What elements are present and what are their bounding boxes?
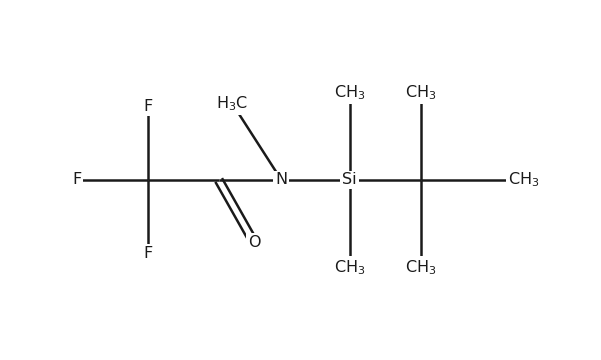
Text: CH$_3$: CH$_3$ [508, 171, 539, 189]
Text: N: N [275, 172, 287, 188]
Text: H$_3$C: H$_3$C [216, 94, 248, 113]
Text: F: F [143, 246, 153, 261]
Text: CH$_3$: CH$_3$ [404, 84, 436, 102]
Text: CH$_3$: CH$_3$ [334, 258, 365, 276]
Text: O: O [248, 235, 260, 250]
Text: F: F [143, 99, 153, 114]
Text: F: F [72, 172, 82, 188]
Text: CH$_3$: CH$_3$ [404, 258, 436, 276]
Text: Si: Si [343, 172, 357, 188]
Text: CH$_3$: CH$_3$ [334, 84, 365, 102]
